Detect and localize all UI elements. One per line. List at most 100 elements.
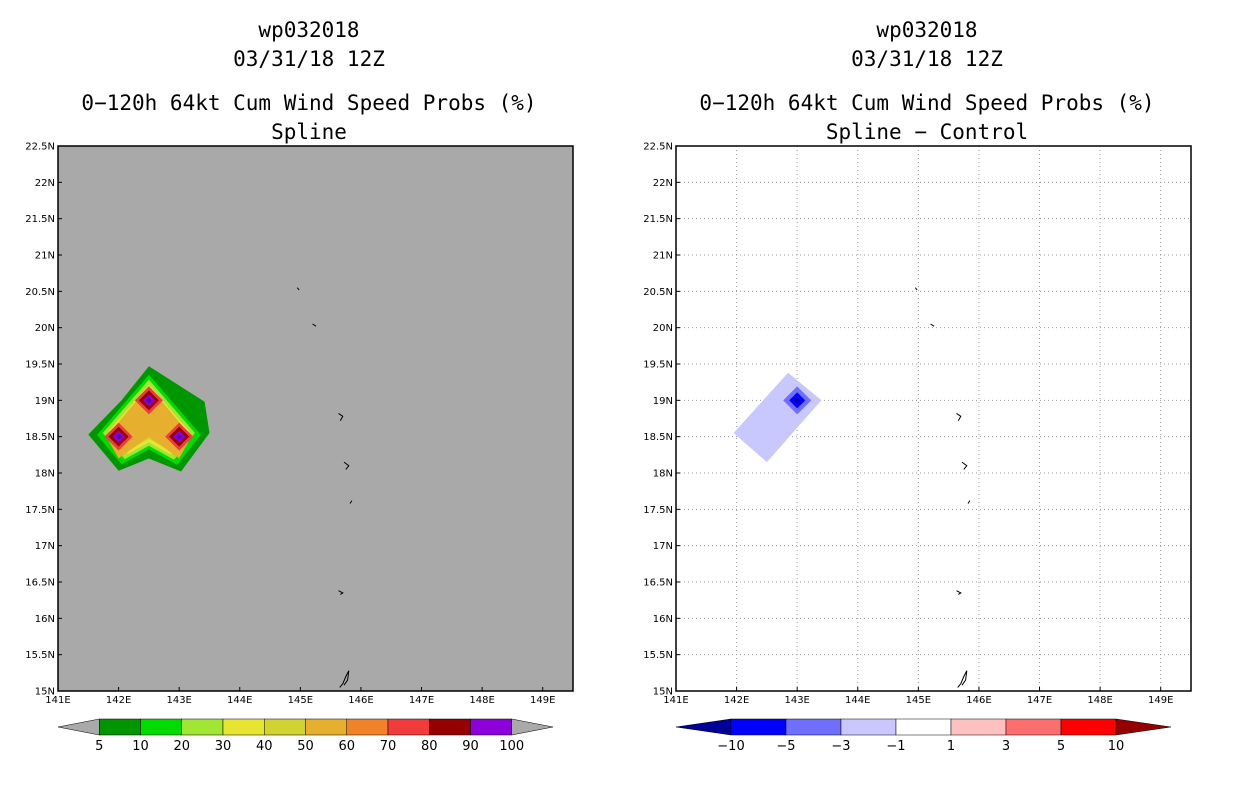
y-tick-label: 16N — [653, 614, 673, 625]
colorbar-swatch — [785, 718, 842, 736]
x-tick-label: 147E — [409, 695, 434, 706]
island — [338, 412, 344, 421]
colorbar-swatch — [264, 718, 306, 736]
colorbar-swatch — [99, 718, 141, 736]
y-tick-label: 21.5N — [25, 214, 55, 225]
colorbar-arrow-high — [511, 718, 554, 736]
y-tick-label: 22N — [35, 178, 55, 189]
peak-marker — [176, 433, 183, 440]
colorbar-label: 50 — [297, 739, 314, 754]
product-title: 0−120h 64kt Cum Wind Speed Probs (%) — [81, 91, 537, 115]
colorbar-label: 5 — [1057, 739, 1065, 754]
y-tick-label: 20N — [35, 323, 55, 334]
y-tick-label: 15N — [653, 687, 673, 698]
colorbar-swatch — [895, 718, 952, 736]
island — [339, 670, 350, 688]
colorbar-arrow-low — [675, 718, 732, 736]
colorbar-arrow-low — [57, 718, 100, 736]
colorbar-label: 60 — [338, 739, 355, 754]
island — [312, 323, 317, 327]
y-tick-label: 15N — [35, 687, 55, 698]
x-tick-label: 146E — [348, 695, 373, 706]
colorbar-label: −1 — [886, 739, 905, 754]
subtitle: Spline — [271, 120, 347, 144]
storm-id: wp032018 — [876, 18, 978, 42]
island — [349, 500, 353, 504]
x-tick-label: 149E — [1148, 695, 1173, 706]
island — [956, 412, 962, 421]
x-tick-label: 146E — [966, 695, 991, 706]
x-tick-label: 142E — [106, 695, 131, 706]
colorbar-swatch — [305, 718, 347, 736]
y-tick-label: 18N — [35, 469, 55, 480]
y-tick-label: 22.5N — [25, 142, 55, 153]
colorbar-swatch — [429, 718, 471, 736]
y-tick-label: 18.5N — [643, 432, 673, 443]
colorbar-swatch — [840, 718, 897, 736]
y-tick-label: 20N — [653, 323, 673, 334]
colorbar-swatch — [1005, 718, 1062, 736]
y-tick-label: 21N — [35, 251, 55, 262]
colorbar-label: −5 — [776, 739, 795, 754]
x-tick-label: 145E — [288, 695, 313, 706]
x-tick-label: 143E — [166, 695, 191, 706]
colorbar-label: 70 — [380, 739, 397, 754]
panel-spline: wp032018 03/31/18 12Z 0−120h 64kt Cum Wi… — [25, 18, 574, 754]
y-tick-label: 17.5N — [25, 505, 55, 516]
x-tick-label: 144E — [227, 695, 252, 706]
subtitle: Spline − Control — [825, 120, 1029, 144]
colorbar-label: 1 — [947, 739, 955, 754]
y-tick-label: 21N — [653, 251, 673, 262]
y-tick-label: 16.5N — [25, 578, 55, 589]
map-spline-control: 141E 142E 143E 144E 145E 146E 147E 148E 149E 15N 1… — [643, 142, 1192, 754]
colorbar-label: 40 — [256, 739, 273, 754]
x-tick-label: 141E — [663, 695, 688, 706]
product-title: 0−120h 64kt Cum Wind Speed Probs (%) — [699, 91, 1155, 115]
colorbar-label: 10 — [132, 739, 149, 754]
y-tick-label: 18N — [653, 469, 673, 480]
y-tick-label: 17.5N — [643, 505, 673, 516]
colorbar-label: −3 — [831, 739, 850, 754]
island — [957, 670, 968, 688]
colorbar-label: −10 — [717, 739, 744, 754]
island-outlines — [296, 287, 353, 688]
island — [338, 590, 344, 595]
y-tick-label: 20.5N — [25, 287, 55, 298]
colorbar-label: 100 — [499, 739, 524, 754]
colorbar-swatch — [387, 718, 430, 736]
y-tick-label: 17N — [653, 541, 673, 552]
colorbar: 5 10 20 30 40 50 60 70 80 90 100 — [57, 718, 554, 754]
island — [296, 287, 300, 291]
island — [914, 287, 918, 291]
colorbar-swatch — [346, 718, 389, 736]
datetime: 03/31/18 12Z — [233, 47, 385, 71]
panel-spline-control: wp032018 03/31/18 12Z 0−120h 64kt Cum Wi… — [618, 0, 1236, 800]
colorbar-label: 90 — [462, 739, 479, 754]
y-tick-label: 15.5N — [643, 650, 673, 661]
x-tick-label: 142E — [724, 695, 749, 706]
plot-frame — [57, 145, 574, 692]
colorbar-label: 30 — [215, 739, 232, 754]
x-tick-label: 145E — [906, 695, 931, 706]
peak-marker — [794, 397, 801, 404]
island-outlines — [914, 287, 971, 688]
colorbar-swatch — [730, 718, 787, 736]
island — [930, 323, 935, 327]
island — [956, 590, 962, 595]
island — [343, 461, 350, 470]
colorbar-swatch — [470, 718, 512, 736]
y-tick-label: 19.5N — [643, 360, 673, 371]
y-tick-label: 16N — [35, 614, 55, 625]
storm-id: wp032018 — [258, 18, 360, 42]
probability-field — [88, 366, 210, 472]
peak-marker — [145, 397, 152, 404]
map-spline: 141E 142E 143E 144E 145E 146E 147E 148E 149E 15N 1… — [25, 142, 574, 754]
x-tick-label: 144E — [845, 695, 870, 706]
colorbar: −10 −5 −3 −1 1 3 5 10 — [675, 718, 1172, 754]
x-tick-label: 147E — [1027, 695, 1052, 706]
y-tick-label: 19.5N — [25, 360, 55, 371]
x-tick-label: 141E — [45, 695, 70, 706]
x-tick-label: 148E — [469, 695, 494, 706]
colorbar-label: 80 — [421, 739, 438, 754]
plot-frame — [675, 145, 1192, 692]
